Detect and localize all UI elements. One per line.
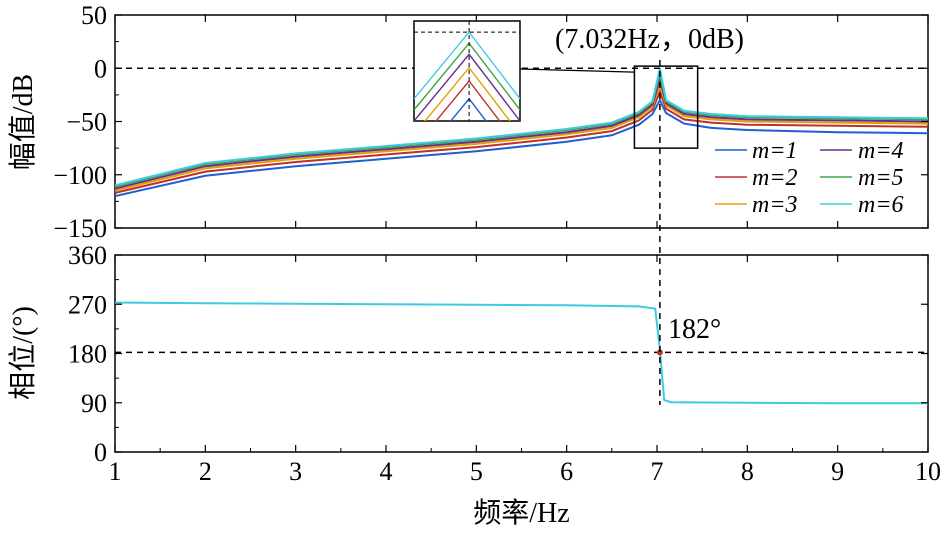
frequency-xlabel: 频率/Hz: [473, 497, 569, 529]
zoom-inset-series-line-3: [424, 66, 511, 121]
legend-label-1: m=1: [752, 138, 798, 164]
magnitude-ylabel: 幅值/dB: [7, 74, 39, 170]
phase-xtick-label: 1: [109, 457, 122, 486]
zoom-region-box: [633, 65, 699, 149]
phase-plot-area: [115, 301, 928, 405]
phase-ytick-label: 270: [68, 290, 107, 319]
peak-annotation: (7.032Hz，0dB): [555, 24, 744, 55]
legend-label-3: m=3: [752, 192, 798, 218]
zoom-connector-line: [519, 68, 635, 73]
magnitude-ytick-label: −150: [53, 214, 107, 243]
phase-xtick-label: 6: [560, 457, 573, 486]
phase-xtick-label: 7: [651, 457, 664, 486]
zoom-inset-series-line-6: [414, 30, 520, 100]
magnitude-panel: 500−50−100−150幅值/dB(7.032Hz，0dB)m=1m=2m=…: [7, 1, 929, 243]
phase-panel: 182° 360 270 180 90 01 2 3 4 5 6 7 8 9 10 相位/(°) 频率/Hz: [7, 60, 941, 529]
magnitude-series-line-6: [115, 68, 928, 187]
phase-ytick-label: 180: [68, 340, 107, 369]
legend-label-2: m=2: [752, 165, 798, 191]
phase-ytick-label: 90: [81, 389, 107, 418]
magnitude-series-line-5: [115, 73, 928, 188]
phase-xtick-label: 10: [915, 457, 941, 486]
magnitude-series-line-4: [115, 75, 928, 190]
phase-xtick-label: 4: [380, 457, 393, 486]
phase-annotation: 182°: [668, 314, 721, 345]
phase-series-line-1: [115, 301, 928, 405]
phase-axes-frame: [114, 254, 929, 453]
magnitude-ytick-label: 0: [94, 54, 107, 83]
magnitude-plot-area: [115, 68, 928, 198]
phase-ytick-label: 0: [94, 438, 107, 467]
legend-label-5: m=5: [858, 165, 904, 191]
zoom-inset-series-line-4: [414, 53, 520, 121]
phase-xtick-label: 3: [289, 457, 302, 486]
phase-xtick-label: 8: [741, 457, 754, 486]
magnitude-series-line-3: [115, 82, 928, 192]
zoom-inset-plot: [414, 21, 520, 121]
phase-xtick-label: 2: [199, 457, 212, 486]
phase-xtick-label: 9: [831, 457, 844, 486]
legend-label-6: m=6: [858, 192, 904, 218]
phase-ytick-label: 360: [68, 241, 107, 270]
legend-label-4: m=4: [858, 138, 904, 164]
magnitude-ytick-label: 50: [81, 1, 107, 30]
magnitude-ytick-label: −100: [53, 161, 107, 190]
phase-marker-point: [656, 349, 663, 356]
magnitude-series-line-2: [115, 88, 928, 194]
phase-xtick-label: 5: [470, 457, 483, 486]
magnitude-series-line-1: [115, 97, 928, 198]
magnitude-ytick-label: −50: [66, 108, 107, 137]
phase-ylabel: 相位/(°): [7, 306, 39, 400]
